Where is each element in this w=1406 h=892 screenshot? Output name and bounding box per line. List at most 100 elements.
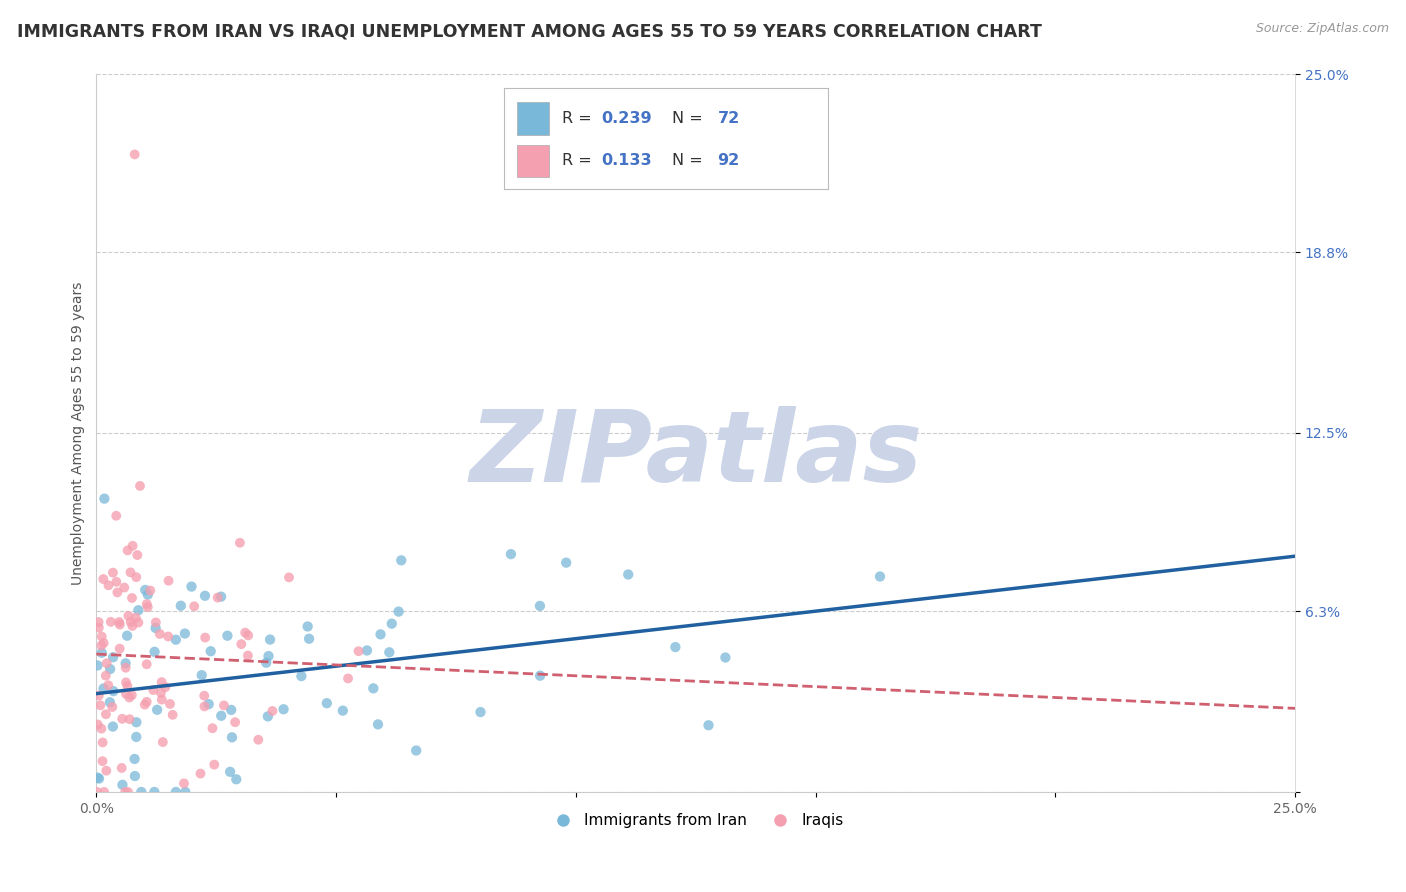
Text: ZIPatlas: ZIPatlas [470, 406, 922, 503]
Point [136, 588, 159, 602]
Point [290, 669, 312, 683]
Point [150, 675, 173, 690]
Point [697, 718, 720, 732]
Point [103, 684, 125, 698]
Point [115, 687, 138, 701]
Point [105, 585, 128, 599]
Point [135, 695, 157, 709]
Point [529, 599, 551, 613]
Point [209, 590, 232, 604]
Point [90, 646, 112, 660]
Point [136, 600, 159, 615]
Point [165, 632, 187, 647]
Point [381, 616, 404, 631]
Point [120, 615, 142, 629]
Point [143, 785, 166, 799]
Point [93, 785, 115, 799]
Point [91, 754, 114, 768]
Point [127, 615, 149, 630]
Point [121, 688, 143, 702]
Point [105, 508, 128, 523]
Point [194, 631, 217, 645]
Point [117, 679, 139, 693]
Point [470, 705, 492, 719]
Point [112, 581, 135, 595]
Point [278, 570, 301, 584]
Point [134, 582, 156, 597]
Point [297, 619, 319, 633]
Point [124, 769, 146, 783]
Point [86, 658, 108, 673]
Point [193, 699, 215, 714]
Point [127, 548, 149, 562]
Point [298, 632, 321, 646]
Point [236, 648, 259, 663]
Point [135, 657, 157, 672]
Point [145, 621, 167, 635]
Point [224, 715, 246, 730]
Point [118, 712, 141, 726]
Point [173, 626, 195, 640]
Point [135, 597, 157, 611]
Point [315, 696, 337, 710]
Point [190, 766, 212, 780]
Y-axis label: Unemployment Among Ages 55 to 59 years: Unemployment Among Ages 55 to 59 years [72, 281, 86, 584]
Point [114, 785, 136, 799]
Point [87, 689, 110, 703]
Point [108, 641, 131, 656]
Point [87, 772, 110, 786]
Point [86, 785, 108, 799]
Point [114, 661, 136, 675]
Point [121, 539, 143, 553]
Point [194, 589, 217, 603]
Point [87, 615, 110, 629]
Point [180, 580, 202, 594]
Point [117, 543, 139, 558]
Point [332, 704, 354, 718]
Point [200, 644, 222, 658]
Point [91, 572, 114, 586]
Point [212, 698, 235, 713]
Point [259, 632, 281, 647]
Point [93, 681, 115, 696]
Point [202, 757, 225, 772]
Point [115, 629, 138, 643]
Point [257, 649, 280, 664]
Point [337, 672, 360, 686]
Point [117, 785, 139, 799]
Point [219, 703, 242, 717]
Point [124, 752, 146, 766]
Point [143, 645, 166, 659]
Point [247, 732, 270, 747]
Point [225, 772, 247, 787]
Point [356, 643, 378, 657]
Legend: Immigrants from Iran, Iraqis: Immigrants from Iran, Iraqis [541, 807, 851, 835]
Point [370, 627, 392, 641]
Point [165, 785, 187, 799]
Point [367, 717, 389, 731]
Point [139, 583, 162, 598]
Point [108, 615, 131, 629]
Point [100, 615, 122, 629]
Point [120, 566, 142, 580]
Point [124, 147, 146, 161]
Point [87, 717, 110, 731]
Point [236, 628, 259, 642]
Point [101, 700, 124, 714]
Point [101, 566, 124, 580]
Point [145, 615, 167, 630]
Point [197, 697, 219, 711]
Point [91, 735, 114, 749]
Point [87, 621, 110, 635]
Point [157, 630, 180, 644]
Point [142, 683, 165, 698]
Point [125, 610, 148, 624]
Point [229, 535, 252, 549]
Point [93, 491, 115, 506]
Point [94, 707, 117, 722]
Point [114, 657, 136, 671]
Point [117, 608, 139, 623]
Point [207, 591, 229, 605]
Point [149, 686, 172, 700]
Point [347, 644, 370, 658]
